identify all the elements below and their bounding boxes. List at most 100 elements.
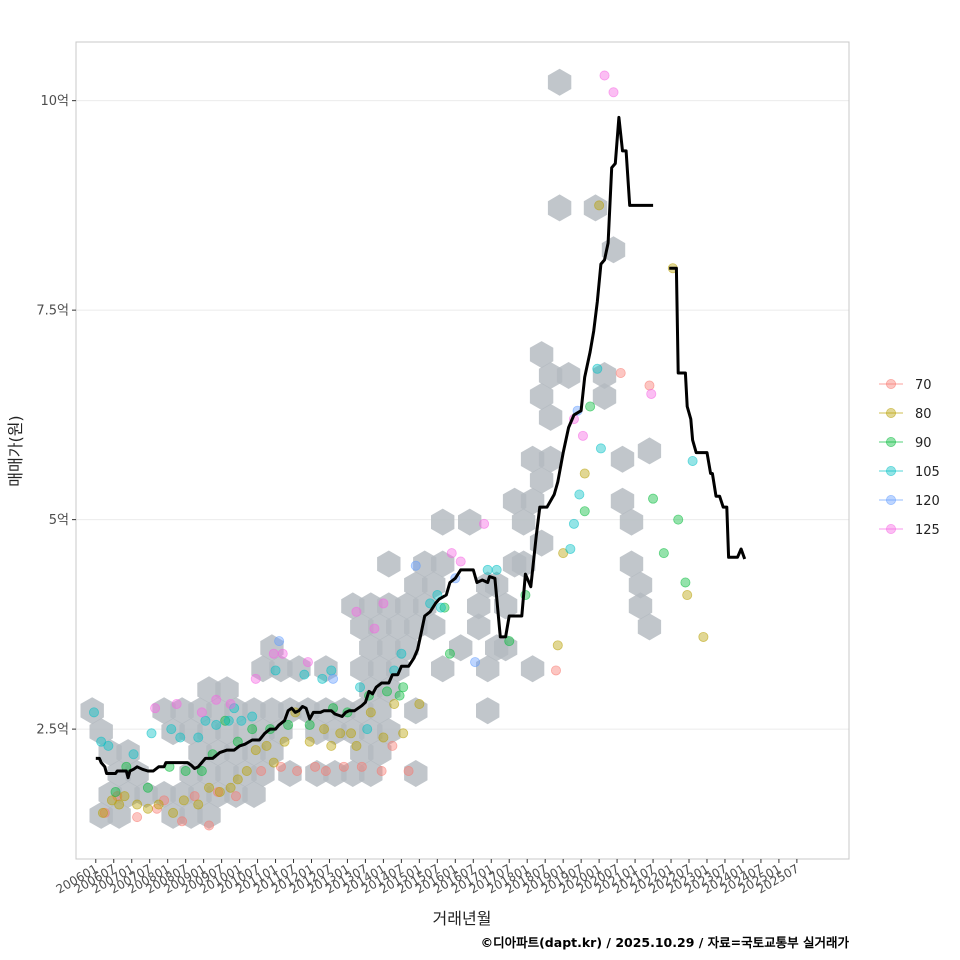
hexbin-cell bbox=[242, 781, 266, 808]
hexbin-cell bbox=[538, 362, 563, 389]
y-tick-label: 5억 bbox=[49, 513, 69, 528]
hexbin-cell bbox=[107, 801, 131, 829]
data-point-105 bbox=[362, 724, 373, 735]
hexbin-cell bbox=[494, 592, 518, 620]
hexbin-cell bbox=[395, 592, 419, 620]
data-point-80 bbox=[142, 803, 153, 814]
legend-label: 125 bbox=[915, 523, 940, 538]
data-point-70 bbox=[189, 791, 200, 802]
hexbin-cell bbox=[511, 550, 536, 578]
data-point-80 bbox=[241, 766, 252, 777]
hexbin-cell bbox=[547, 68, 572, 96]
hexbin-cell bbox=[359, 634, 383, 662]
data-point-80 bbox=[178, 795, 189, 806]
data-point-125 bbox=[378, 598, 389, 609]
data-point-90 bbox=[658, 548, 669, 559]
legend-key-point bbox=[886, 524, 897, 535]
data-point-105 bbox=[687, 455, 698, 466]
data-point-80 bbox=[326, 740, 337, 751]
data-point-70 bbox=[230, 791, 241, 802]
hexbin-cell bbox=[422, 571, 446, 599]
hexbin-cell bbox=[260, 634, 284, 662]
data-point-80 bbox=[204, 782, 215, 793]
hexbin-cell bbox=[260, 697, 284, 725]
hexbin-layer bbox=[80, 68, 662, 829]
data-point-105 bbox=[299, 669, 310, 680]
data-point-80 bbox=[250, 745, 261, 756]
hexbin-cell bbox=[476, 697, 500, 725]
data-point-105 bbox=[200, 715, 211, 726]
data-point-80 bbox=[261, 740, 272, 751]
data-point-70 bbox=[177, 816, 188, 827]
hexbin-cell bbox=[287, 655, 311, 683]
legend-key-point bbox=[886, 378, 897, 389]
data-point-70 bbox=[310, 761, 321, 772]
hexbin-cell bbox=[520, 655, 545, 683]
hexbin-cell bbox=[359, 676, 383, 704]
data-point-105 bbox=[574, 489, 585, 500]
hexbin-cell bbox=[619, 508, 644, 536]
hexbin-cell bbox=[368, 655, 392, 683]
hexbin-cell bbox=[206, 697, 230, 725]
hexbin-cell bbox=[502, 487, 527, 515]
data-point-120 bbox=[274, 636, 285, 647]
hexbin-cell bbox=[251, 760, 275, 787]
data-point-125 bbox=[599, 70, 610, 81]
data-point-90 bbox=[220, 715, 231, 726]
hexbin-cell bbox=[610, 445, 635, 473]
hexbin-cell bbox=[520, 445, 545, 473]
hexbin-cell bbox=[350, 655, 374, 683]
data-point-90 bbox=[283, 719, 294, 730]
y-tick-label: 2.5억 bbox=[36, 723, 69, 738]
data-point-90 bbox=[585, 401, 596, 412]
caption: ©디아파트(dapt.kr) / 2025.10.29 / 자료=국토교통부 실… bbox=[481, 935, 850, 950]
gridlines bbox=[76, 100, 849, 730]
data-point-80 bbox=[594, 200, 605, 211]
data-point-90 bbox=[444, 648, 455, 659]
data-point-70 bbox=[132, 812, 143, 823]
data-point-90 bbox=[579, 506, 590, 517]
data-point-80 bbox=[193, 799, 204, 810]
data-point-70 bbox=[387, 740, 398, 751]
data-point-125 bbox=[577, 430, 588, 441]
hexbin-cell bbox=[377, 634, 401, 662]
data-point-80 bbox=[279, 736, 290, 747]
data-point-90 bbox=[673, 514, 684, 525]
data-point-125 bbox=[302, 657, 313, 668]
hexbin-cell bbox=[377, 718, 401, 746]
data-point-125 bbox=[646, 388, 657, 399]
hexbin-cell bbox=[341, 592, 365, 620]
data-point-80 bbox=[119, 791, 130, 802]
data-point-80 bbox=[346, 728, 357, 739]
legend-key-point bbox=[886, 465, 897, 476]
y-tick-label: 7.5억 bbox=[36, 304, 69, 319]
data-point-80 bbox=[97, 807, 108, 818]
hexbin-cell bbox=[305, 760, 329, 787]
data-point-70 bbox=[615, 367, 626, 378]
data-point-105 bbox=[223, 715, 234, 726]
hexbin-cell bbox=[538, 445, 563, 473]
data-point-105 bbox=[355, 682, 366, 693]
data-point-90 bbox=[439, 602, 450, 613]
hexbin-cell bbox=[161, 801, 185, 829]
hexbin-cell bbox=[359, 592, 383, 620]
data-point-80 bbox=[225, 782, 236, 793]
data-point-120 bbox=[470, 657, 481, 668]
legend-key-point bbox=[886, 436, 897, 447]
legend-key-point bbox=[886, 494, 897, 505]
data-point-125 bbox=[171, 698, 182, 709]
hexbin-cell bbox=[152, 697, 176, 725]
legend-label: 90 bbox=[915, 436, 932, 451]
data-point-80 bbox=[414, 698, 425, 709]
hexbin-cell bbox=[197, 676, 221, 704]
median-line bbox=[95, 115, 747, 780]
data-point-105 bbox=[103, 740, 114, 751]
hexbin-cell bbox=[197, 801, 221, 829]
hexbin-cell bbox=[179, 718, 203, 746]
data-point-105 bbox=[175, 732, 186, 743]
hexbin-cell bbox=[619, 550, 644, 578]
hexbin-cell bbox=[80, 697, 104, 725]
median-line-segment bbox=[669, 266, 747, 560]
data-point-70 bbox=[320, 766, 331, 777]
data-point-80 bbox=[351, 740, 362, 751]
